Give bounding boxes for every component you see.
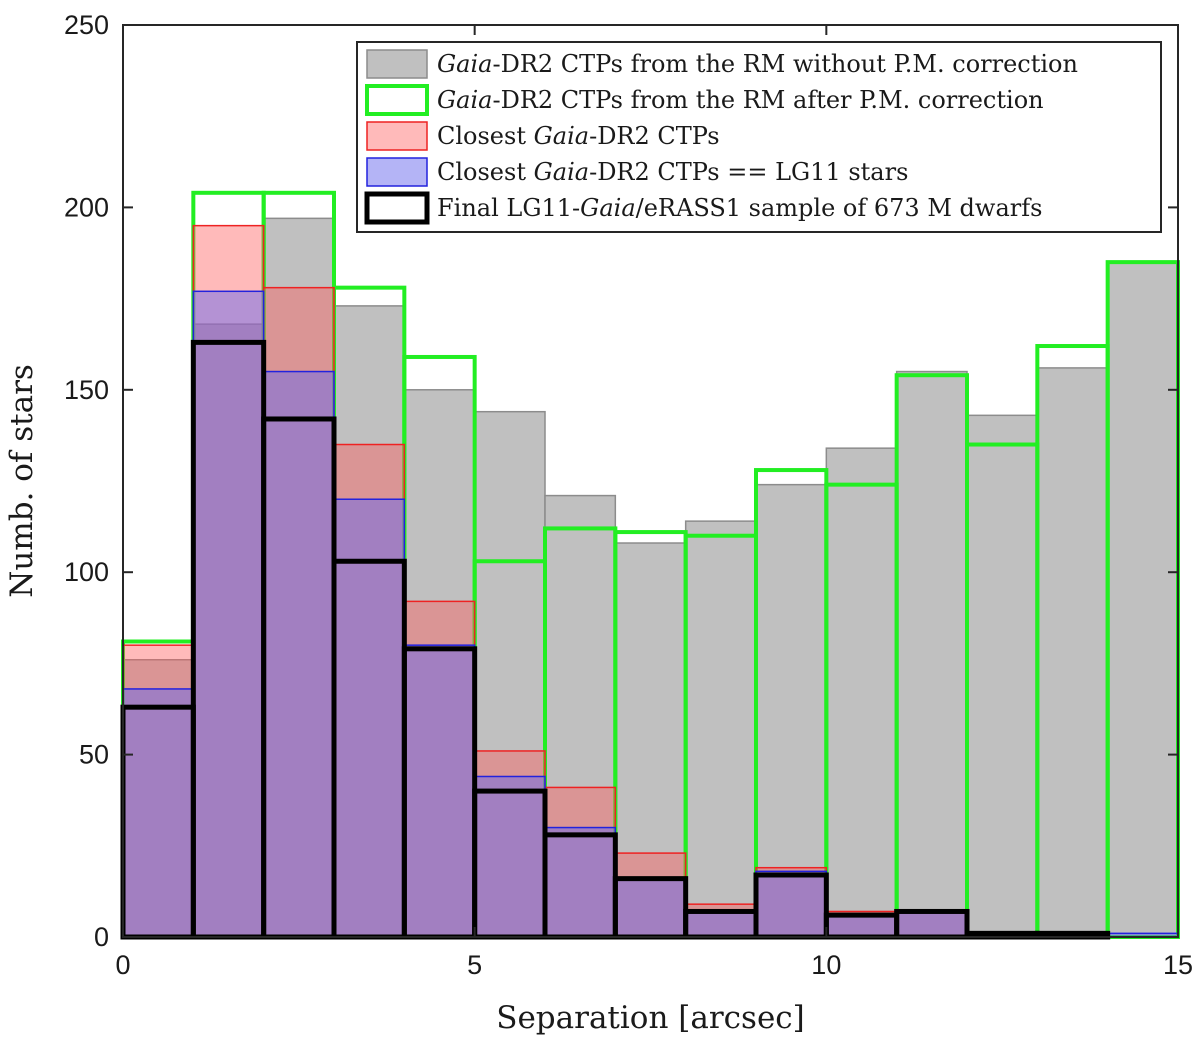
x-tick-label: 10 bbox=[811, 950, 841, 980]
bar-gray-14 bbox=[1106, 261, 1179, 938]
legend-swatch-red bbox=[366, 121, 428, 151]
legend-item-black: Final LG11-Gaia/eRASS1 sample of 673 M d… bbox=[364, 191, 1042, 225]
legend-swatch-gray bbox=[366, 49, 428, 79]
bar-gray-10 bbox=[825, 447, 898, 938]
legend-item-red: Closest Gaia-DR2 CTPs bbox=[366, 121, 720, 151]
legend-label-red: Closest Gaia-DR2 CTPs bbox=[437, 122, 720, 150]
bar-gray-12 bbox=[966, 414, 1039, 938]
bar-gray-13 bbox=[1036, 367, 1109, 938]
legend-item-gray: Gaia-DR2 CTPs from the RM without P.M. c… bbox=[366, 49, 1078, 79]
bar-blue-10 bbox=[825, 914, 898, 938]
x-tick-label: 15 bbox=[1163, 950, 1193, 980]
bar-gray-8 bbox=[684, 520, 757, 938]
x-tick-label: 5 bbox=[467, 950, 482, 980]
bar-blue-7 bbox=[614, 877, 687, 938]
bar-blue-3 bbox=[333, 498, 406, 938]
legend-swatch-black bbox=[364, 191, 430, 225]
series-blue bbox=[122, 290, 1179, 938]
bar-blue-8 bbox=[684, 910, 757, 938]
bar-gray-9 bbox=[755, 483, 828, 938]
legend-label-green: Gaia-DR2 CTPs from the RM after P.M. cor… bbox=[437, 86, 1044, 114]
bar-blue-11 bbox=[895, 910, 968, 938]
legend-item-blue: Closest Gaia-DR2 CTPs == LG11 stars bbox=[366, 157, 908, 187]
bar-gray-11 bbox=[895, 370, 968, 938]
bar-blue-5 bbox=[473, 775, 546, 938]
bar-blue-4 bbox=[403, 644, 476, 938]
bar-blue-0 bbox=[122, 688, 195, 938]
bar-blue-9 bbox=[755, 870, 828, 938]
bar-blue-1 bbox=[192, 290, 265, 938]
legend-label-black: Final LG11-Gaia/eRASS1 sample of 673 M d… bbox=[437, 194, 1042, 222]
y-tick-label: 250 bbox=[64, 10, 109, 40]
bar-gray-7 bbox=[614, 542, 687, 938]
x-tick-label: 0 bbox=[115, 950, 130, 980]
y-axis-label: Numb. of stars bbox=[4, 364, 40, 598]
x-axis-label: Separation [arcsec] bbox=[496, 1000, 805, 1036]
legend-swatch-green bbox=[365, 84, 429, 116]
bars-layer bbox=[120, 190, 1180, 940]
legend-label-blue: Closest Gaia-DR2 CTPs == LG11 stars bbox=[437, 158, 908, 186]
y-tick-label: 50 bbox=[79, 740, 109, 770]
legend: Gaia-DR2 CTPs from the RM without P.M. c… bbox=[356, 41, 1162, 233]
legend-box bbox=[356, 41, 1162, 233]
bar-blue-6 bbox=[544, 826, 617, 938]
legend-label-gray: Gaia-DR2 CTPs from the RM without P.M. c… bbox=[437, 50, 1078, 78]
legend-swatch-blue bbox=[366, 157, 428, 187]
y-tick-label: 150 bbox=[64, 375, 109, 405]
bar-blue-2 bbox=[262, 370, 335, 938]
legend-item-green: Gaia-DR2 CTPs from the RM after P.M. cor… bbox=[365, 84, 1044, 116]
y-tick-label: 0 bbox=[94, 922, 109, 952]
y-tick-label: 100 bbox=[64, 557, 109, 587]
axes-frame bbox=[122, 24, 1179, 938]
y-tick-label: 200 bbox=[64, 192, 109, 222]
